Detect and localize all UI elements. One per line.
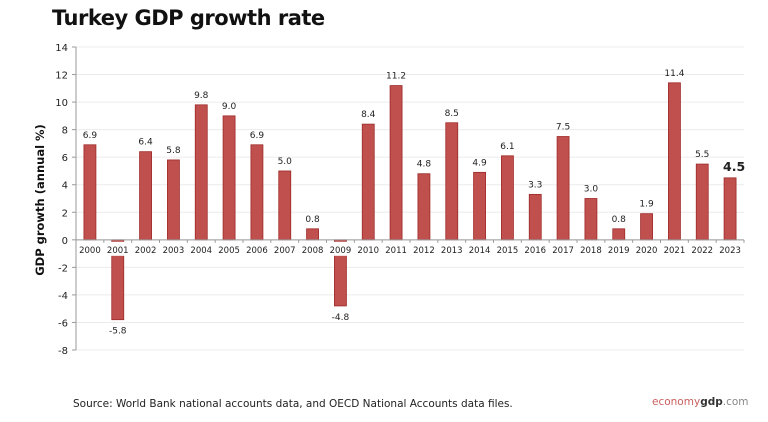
bar-2018 [584,198,598,241]
x-tick-label: 2007 [274,246,296,256]
bar-2021 [668,82,681,241]
bars [83,82,737,321]
y-tick-label: -2 [58,263,68,274]
data-label-2008: 0.8 [305,215,320,225]
data-label-2020: 1.9 [639,200,654,210]
x-tick-label: 2017 [552,246,574,256]
x-label-mask [77,242,745,255]
x-tick-label: 2001 [107,246,129,256]
x-tick-label: 2011 [385,246,407,256]
x-tick-label: 2000 [79,246,101,256]
y-tick-label: 10 [55,98,68,109]
data-label-2004: 9.8 [194,91,209,101]
y-tick-label: 2 [62,208,68,219]
data-labels: 6.9 -5.8 6.4 5.8 9.8 9.0 6.9 5.0 0.8 -4.8 8.4 11.2 4… [76,69,745,337]
data-label-2006: 6.9 [250,131,265,141]
x-tick-label: 2021 [664,246,686,256]
x-tick-label: 2019 [608,246,630,256]
bar-2004 [194,104,208,241]
x-tick-label: 2022 [691,246,713,256]
chart-title: Turkey GDP growth rate [52,6,325,30]
data-label-2016: 3.3 [528,180,542,190]
y-tick-label: 6 [62,153,68,164]
source-note: Source: World Bank national accounts dat… [73,398,513,410]
data-label-2015: 6.1 [500,142,514,152]
bar-2010 [361,123,375,241]
bar-2007 [278,170,292,241]
data-label-2002: 6.4 [138,138,153,148]
x-tick-label: 2013 [441,246,463,256]
x-tick-label: 2018 [580,246,602,256]
y-tick-label: 8 [62,126,68,137]
bar-2019 [612,228,626,241]
bar-2005 [222,115,236,241]
y-tick-label: -4 [58,291,68,302]
x-tick-label: 2009 [330,246,352,256]
data-label-2018: 3.0 [584,185,599,195]
data-label-2014: 4.9 [472,158,487,168]
bar-2023 [723,177,737,241]
bar-2002 [139,151,152,241]
y-tick-label: 4 [62,181,68,192]
bar-2020 [640,213,653,241]
bar-2006 [250,144,264,241]
bar-2008 [306,228,319,241]
data-label-2017: 7.5 [556,123,570,133]
x-tick-label: 2008 [302,246,324,256]
y-axis-label: GDP growth (annual %) [33,124,47,276]
x-tick-label: 2010 [357,246,379,256]
bar-2012 [417,173,431,241]
x-tick-label: 2012 [413,246,435,256]
data-label-2007: 5.0 [278,157,293,167]
data-label-2012: 4.8 [417,160,432,170]
bar-2000 [83,144,97,241]
data-label-2023: 4.5 [723,159,745,174]
y-tick-label: -6 [58,318,68,329]
data-label-2019: 0.8 [612,215,627,225]
bar-2011 [389,85,403,241]
x-tick-label: 2020 [636,246,658,256]
site-logo: economygdp.com [652,396,749,408]
x-tick-label: 2016 [524,246,546,256]
data-label-2009: -4.8 [332,313,350,323]
y-tick-label: 0 [62,236,68,247]
data-label-2001: -5.8 [109,327,127,337]
bar-2022 [695,163,709,241]
data-label-2013: 8.5 [445,109,459,119]
x-tick-label: 2015 [497,246,519,256]
y-tick-label: 12 [55,71,68,82]
x-tick-label: 2003 [163,246,185,256]
data-label-2021: 11.4 [664,69,684,79]
x-tick-label: 2006 [246,246,268,256]
x-tick-label: 2023 [719,246,741,256]
x-tick-label: 2014 [469,246,491,256]
data-label-2011: 11.2 [386,72,406,82]
data-label-2005: 9.0 [222,102,237,112]
x-tick-label: 2004 [190,246,212,256]
bar-2016 [528,193,542,241]
y-tick-label: 14 [55,43,68,54]
bar-2017 [556,136,570,241]
bar-2003 [167,159,180,241]
y-tick-label: -8 [58,346,68,357]
x-tick-label: 2002 [135,246,157,256]
bar-2013 [445,122,459,241]
data-label-2010: 8.4 [361,110,376,120]
data-label-2003: 5.8 [166,146,181,156]
bar-2015 [501,155,514,241]
x-tick-label: 2005 [218,246,240,256]
bar-2014 [473,171,486,241]
data-label-2022: 5.5 [695,150,709,160]
y-axis-ticks: 14 12 10 8 6 4 2 0 -2 -4 -6 -8 [55,43,68,357]
data-label-2000: 6.9 [83,131,98,141]
